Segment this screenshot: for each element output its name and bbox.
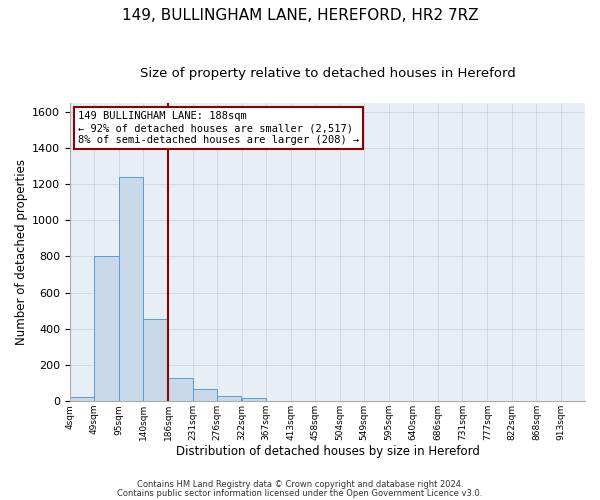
Text: 149 BULLINGHAM LANE: 188sqm
← 92% of detached houses are smaller (2,517)
8% of s: 149 BULLINGHAM LANE: 188sqm ← 92% of det… [78, 112, 359, 144]
Text: 149, BULLINGHAM LANE, HEREFORD, HR2 7RZ: 149, BULLINGHAM LANE, HEREFORD, HR2 7RZ [122, 8, 478, 22]
Y-axis label: Number of detached properties: Number of detached properties [15, 159, 28, 345]
Bar [94, 256, 119, 401]
Bar [143, 319, 168, 401]
Text: Contains public sector information licensed under the Open Government Licence v3: Contains public sector information licen… [118, 488, 482, 498]
Bar [242, 398, 266, 401]
Text: Contains HM Land Registry data © Crown copyright and database right 2024.: Contains HM Land Registry data © Crown c… [137, 480, 463, 489]
Bar [70, 396, 94, 401]
Bar [217, 396, 241, 401]
Bar [168, 378, 193, 401]
Title: Size of property relative to detached houses in Hereford: Size of property relative to detached ho… [140, 68, 515, 80]
Bar [193, 390, 217, 401]
X-axis label: Distribution of detached houses by size in Hereford: Distribution of detached houses by size … [176, 444, 479, 458]
Bar [119, 176, 143, 401]
